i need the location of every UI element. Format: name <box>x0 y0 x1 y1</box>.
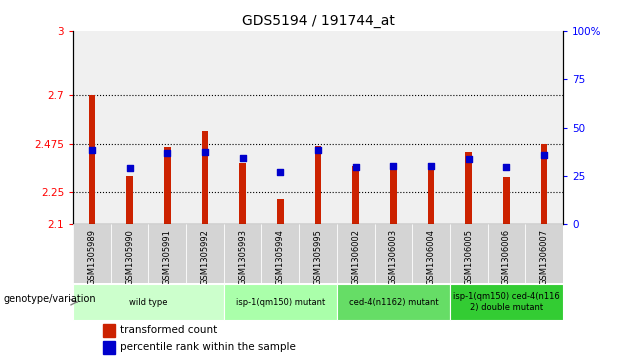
Bar <box>466 152 472 224</box>
Text: GSM1306002: GSM1306002 <box>351 229 360 285</box>
Bar <box>73 284 224 321</box>
Bar <box>164 147 170 224</box>
Point <box>501 164 511 170</box>
Text: transformed count: transformed count <box>120 325 217 335</box>
Point <box>426 163 436 169</box>
Text: ced-4(n1162) mutant: ced-4(n1162) mutant <box>349 298 438 307</box>
Bar <box>450 224 488 283</box>
Bar <box>111 224 148 283</box>
Point <box>162 151 172 156</box>
Bar <box>224 224 261 283</box>
Bar <box>352 166 359 224</box>
Bar <box>239 163 246 224</box>
Point <box>388 163 398 169</box>
Bar <box>450 31 488 224</box>
Bar <box>224 284 337 321</box>
Bar <box>375 31 412 224</box>
Bar <box>102 323 114 337</box>
Point <box>275 169 286 175</box>
Bar <box>148 31 186 224</box>
Bar <box>261 31 299 224</box>
Bar <box>315 146 321 224</box>
Title: GDS5194 / 191744_at: GDS5194 / 191744_at <box>242 15 394 28</box>
Text: percentile rank within the sample: percentile rank within the sample <box>120 342 296 352</box>
Bar <box>224 31 261 224</box>
Bar <box>299 224 337 283</box>
Bar <box>412 224 450 283</box>
Bar <box>488 224 525 283</box>
Bar <box>277 199 284 224</box>
Text: GSM1305989: GSM1305989 <box>88 229 97 285</box>
Bar <box>450 284 563 321</box>
Point <box>200 150 210 155</box>
Point <box>539 152 549 158</box>
Bar <box>186 224 224 283</box>
Bar <box>427 165 434 224</box>
Bar <box>541 144 548 224</box>
Bar <box>503 177 509 224</box>
Text: GSM1305995: GSM1305995 <box>314 229 322 285</box>
Bar <box>111 31 148 224</box>
Bar <box>127 176 133 224</box>
Text: GSM1305990: GSM1305990 <box>125 229 134 285</box>
Text: GSM1305991: GSM1305991 <box>163 229 172 285</box>
Bar <box>261 224 299 283</box>
Text: GSM1306007: GSM1306007 <box>539 229 548 285</box>
Text: genotype/variation: genotype/variation <box>3 294 96 305</box>
Bar <box>390 165 397 224</box>
Point <box>464 156 474 162</box>
Bar <box>337 31 375 224</box>
Text: wild type: wild type <box>129 298 168 307</box>
Bar <box>186 31 224 224</box>
Text: GSM1305992: GSM1305992 <box>200 229 209 285</box>
Bar <box>102 341 114 354</box>
Text: isp-1(qm150) mutant: isp-1(qm150) mutant <box>236 298 325 307</box>
Bar <box>73 224 111 283</box>
Point <box>87 147 97 153</box>
Bar <box>525 224 563 283</box>
Point <box>350 164 361 170</box>
Point <box>313 147 323 153</box>
Text: GSM1305993: GSM1305993 <box>238 229 247 285</box>
Bar <box>488 31 525 224</box>
Bar <box>148 224 186 283</box>
Text: GSM1306005: GSM1306005 <box>464 229 473 285</box>
Bar <box>525 31 563 224</box>
Bar <box>202 131 209 224</box>
Bar <box>337 284 450 321</box>
Text: GSM1306003: GSM1306003 <box>389 229 398 285</box>
Bar <box>299 31 337 224</box>
Point <box>238 155 248 161</box>
Text: isp-1(qm150) ced-4(n116
2) double mutant: isp-1(qm150) ced-4(n116 2) double mutant <box>453 293 560 312</box>
Bar <box>337 224 375 283</box>
Bar <box>88 95 95 224</box>
Text: GSM1305994: GSM1305994 <box>276 229 285 285</box>
Text: GSM1306004: GSM1306004 <box>427 229 436 285</box>
Bar <box>375 224 412 283</box>
Text: GSM1306006: GSM1306006 <box>502 229 511 285</box>
Bar <box>412 31 450 224</box>
Point <box>125 166 135 171</box>
Bar <box>73 31 111 224</box>
